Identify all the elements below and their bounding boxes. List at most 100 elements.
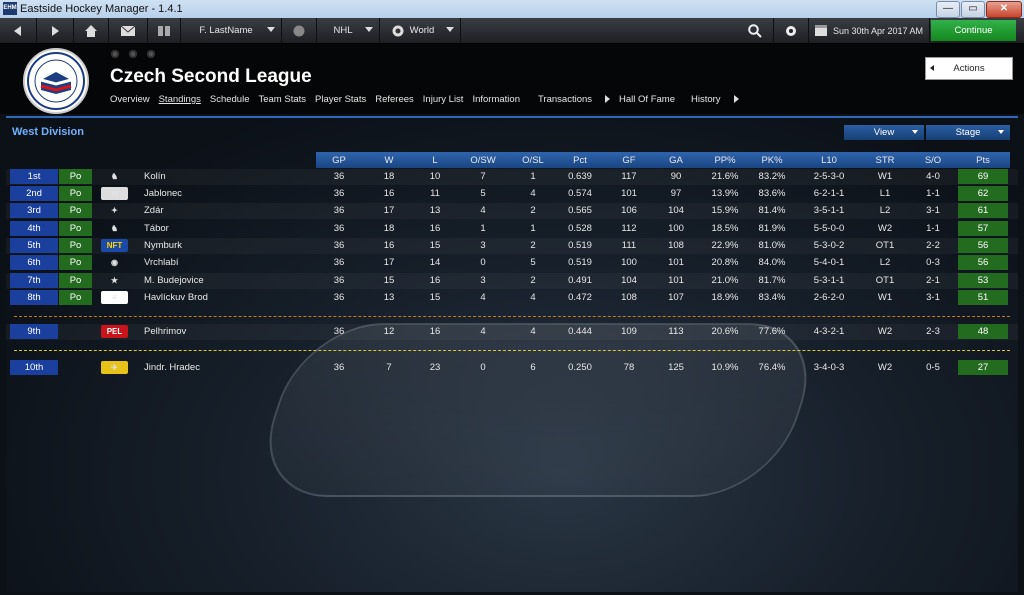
manager-dropdown[interactable]: F. LastName: [181, 18, 282, 43]
inbox-button[interactable]: [109, 18, 148, 43]
team-name[interactable]: Vrchlabí: [144, 257, 179, 268]
tab-schedule[interactable]: Schedule: [209, 94, 250, 105]
team-name[interactable]: Nymburk: [144, 240, 183, 251]
maximize-button[interactable]: ▭: [961, 1, 985, 18]
team-name[interactable]: Zdár: [144, 205, 164, 216]
team-logo-icon[interactable]: ✈: [101, 361, 128, 374]
table-row[interactable]: 9th PEL Pelhrimov 36 12 16 4 4 0.444 109 113 20.6% 7…: [6, 324, 1018, 340]
cell-pk-pct: 81.4%: [758, 205, 786, 216]
cell-pp-pct: 18.9%: [711, 292, 739, 303]
table-row[interactable]: 3rd Po ✦ Zdár 36 17 13 4 2 0.565 106 104 15.9% 81.4% 3…: [6, 203, 1018, 219]
back-button[interactable]: [0, 18, 37, 43]
team-name[interactable]: Jindr. Hradec: [144, 362, 200, 373]
column-header-streak[interactable]: STR: [875, 155, 895, 166]
team-name[interactable]: Havlíckuv Brod: [144, 292, 208, 303]
settings-button[interactable]: [774, 18, 809, 43]
league-tabs: Overview Standings Schedule Team Stats P…: [110, 94, 748, 110]
team-logo-icon[interactable]: ♞: [110, 172, 119, 181]
search-button[interactable]: [737, 18, 774, 43]
cell-o-sl: 2: [530, 240, 536, 251]
rank-cell: 7th: [10, 273, 58, 288]
column-header-pp-pct[interactable]: PP%: [714, 155, 736, 166]
column-header-so[interactable]: S/O: [924, 155, 942, 166]
column-header-l10[interactable]: L10: [821, 155, 837, 166]
points-cell: 56: [958, 255, 1008, 270]
book-button[interactable]: [148, 18, 181, 43]
table-row[interactable]: 7th Po ★ M. Budejovice 36 15 16 3 2 0.491 104 101 21…: [6, 273, 1018, 289]
forward-arrow-icon: [52, 25, 59, 36]
column-header-o-sl[interactable]: O/SL: [522, 155, 544, 166]
column-header-gf[interactable]: GF: [622, 155, 636, 166]
home-button[interactable]: [74, 18, 109, 43]
date-display[interactable]: Sun 30th Apr 2017 AM: [809, 18, 930, 43]
tab-information[interactable]: Information: [472, 94, 520, 105]
tab-team-stats[interactable]: Team Stats: [258, 94, 307, 105]
playoff-badge: Po: [59, 203, 92, 218]
table-row[interactable]: 1st Po ♞ Kolín 36 18 10 7 1 0.639 117 90 21.6% 83.2% 2…: [6, 169, 1018, 185]
cell-w: 13: [383, 292, 395, 303]
tab-injury-list[interactable]: Injury List: [422, 94, 464, 105]
cell-gp: 36: [333, 362, 345, 373]
cell-ga: 107: [668, 292, 684, 303]
tab-hall-of-fame[interactable]: Hall Of Fame: [619, 94, 675, 105]
team-name[interactable]: Kolín: [144, 171, 166, 182]
points-cell: 62: [958, 186, 1008, 201]
league-dropdown[interactable]: NHL: [317, 18, 380, 43]
tab-player-stats[interactable]: Player Stats: [315, 94, 367, 105]
team-name[interactable]: Pelhrimov: [144, 326, 187, 337]
calendar-icon: [814, 25, 827, 36]
cell-streak: W1: [877, 292, 893, 303]
tab-standings[interactable]: Standings: [158, 94, 201, 105]
team-logo-icon[interactable]: ≡: [101, 291, 128, 304]
cell-so: 0-3: [926, 257, 940, 268]
cell-l10: 5-3-0-2: [813, 240, 845, 251]
table-row[interactable]: 10th ✈ Jindr. Hradec 36 7 23 0 6 0.250 78 125 10.9%…: [6, 360, 1018, 376]
minimize-button[interactable]: —: [936, 1, 960, 18]
column-header-gp[interactable]: GP: [332, 155, 346, 166]
column-header-pk-pct[interactable]: PK%: [761, 155, 783, 166]
gear-icon: [786, 25, 796, 36]
region-dropdown[interactable]: World: [380, 18, 461, 43]
column-header-ga[interactable]: GA: [669, 155, 683, 166]
table-row[interactable]: 8th Po ≡ Havlíckuv Brod 36 13 15 4 4 0.472 108 107 1…: [6, 290, 1018, 306]
column-header-w[interactable]: W: [384, 155, 394, 166]
team-logo-icon[interactable]: NFT: [101, 239, 128, 252]
stage-dropdown[interactable]: Stage: [926, 125, 1010, 140]
table-row[interactable]: 6th Po ◉ Vrchlabí 36 17 14 0 5 0.519 100 101 20.8% 84…: [6, 255, 1018, 271]
column-header-l[interactable]: L: [432, 155, 438, 166]
cell-o-sw: 4: [480, 292, 486, 303]
tab-history[interactable]: History: [691, 94, 739, 110]
table-row[interactable]: 4th Po ♞ Tábor 36 18 16 1 1 0.528 112 100 18.5% 81.9%…: [6, 221, 1018, 237]
table-row[interactable]: 5th Po NFT Nymburk 36 16 15 3 2 0.519 111 108 22.9% 8…: [6, 238, 1018, 254]
league-logo: [23, 48, 89, 114]
tab-referees[interactable]: Referees: [375, 94, 414, 105]
continue-button[interactable]: Continue: [931, 20, 1016, 41]
team-name[interactable]: Jablonec: [144, 188, 183, 199]
team-logo-icon[interactable]: PEL: [101, 325, 128, 338]
playoff-badge: Po: [59, 290, 92, 305]
league-logo-button[interactable]: [282, 18, 317, 43]
column-header-pts[interactable]: Pts: [976, 155, 990, 166]
cell-o-sw: 1: [480, 223, 486, 234]
team-logo-icon[interactable]: ◉: [111, 258, 118, 267]
view-dropdown[interactable]: View: [844, 125, 924, 140]
team-logo-icon[interactable]: ✦: [111, 206, 118, 215]
team-logo-icon[interactable]: ★: [110, 276, 119, 285]
close-button[interactable]: ✕: [986, 1, 1022, 18]
actions-button[interactable]: Actions: [925, 57, 1013, 80]
column-header-pct[interactable]: Pct: [573, 155, 587, 166]
column-header-o-sw[interactable]: O/SW: [470, 155, 496, 166]
cell-w: 18: [383, 223, 395, 234]
view-label: View: [873, 127, 895, 138]
cell-gp: 36: [333, 326, 345, 337]
tab-overview[interactable]: Overview: [110, 94, 150, 105]
team-logo-icon[interactable]: ♞: [110, 224, 119, 233]
cell-l10: 5-5-0-0: [813, 223, 845, 234]
team-name[interactable]: M. Budejovice: [144, 275, 204, 286]
cell-so: 2-2: [926, 240, 940, 251]
tab-transactions[interactable]: Transactions: [538, 94, 611, 110]
team-logo-icon[interactable]: ▦: [101, 187, 128, 200]
team-name[interactable]: Tábor: [144, 223, 169, 234]
forward-button[interactable]: [37, 18, 74, 43]
table-row[interactable]: 2nd Po ▦ Jablonec 36 16 11 5 4 0.574 101 97 13.9% 83.…: [6, 186, 1018, 202]
